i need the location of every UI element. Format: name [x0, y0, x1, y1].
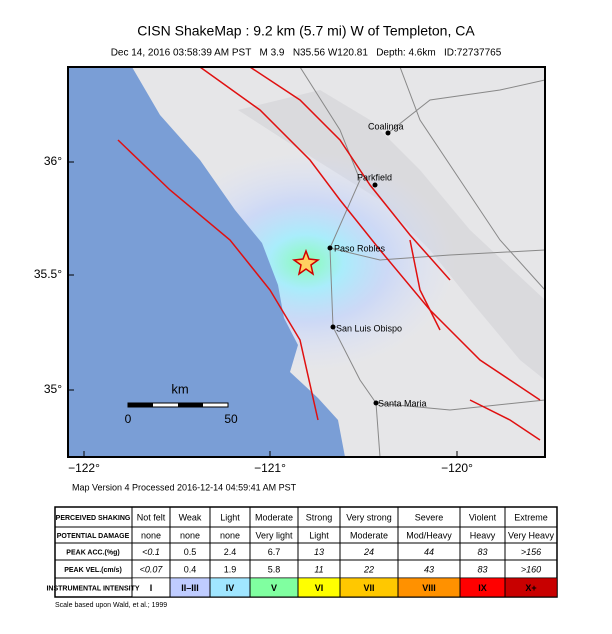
place-label: Parkfield: [357, 172, 392, 182]
table-cell: 2.4: [224, 547, 237, 557]
scale-bar-segment: [128, 403, 153, 407]
lat-label: 35.5°: [34, 267, 62, 281]
table-cell: >156: [521, 547, 541, 557]
table-cell: >160: [521, 564, 541, 574]
table-cell: 0.5: [184, 547, 197, 557]
table-cell: Strong: [306, 512, 333, 522]
table-cell: Light: [309, 530, 329, 540]
table-cell: 0.4: [184, 564, 197, 574]
table-cell: I: [150, 583, 153, 593]
table-cell: <0.07: [140, 564, 164, 574]
lon-label: −121°: [254, 461, 286, 475]
roads: [299, 67, 545, 457]
table-cell: none: [220, 530, 240, 540]
row-label: PEAK ACC.(%g): [66, 549, 119, 556]
table-cell: 6.7: [268, 547, 281, 557]
epicenter: [291, 248, 321, 276]
place-label: San Luis Obispo: [336, 323, 402, 333]
ocean: [68, 67, 345, 457]
table-cell: Weak: [179, 512, 202, 522]
scale-label: 50: [224, 412, 238, 426]
table-cell: 11: [314, 564, 323, 574]
row-label: INSTRUMENTAL INTENSITY: [46, 585, 139, 592]
table-cell: 13: [314, 547, 324, 557]
table-cell: Very light: [255, 530, 293, 540]
map-frame: [67, 66, 546, 458]
place-label: Santa Maria: [378, 398, 427, 408]
place-dot: [373, 400, 379, 406]
place-dot: [327, 245, 333, 251]
scale-bar: km 0 50: [125, 381, 238, 426]
scale-label: 0: [125, 412, 132, 426]
table-cell: <0.1: [142, 547, 160, 557]
intensity-table: Not felt Weak Light Moderate Strong Very stro…: [46, 506, 558, 598]
table-cell: Moderate: [350, 530, 388, 540]
table-cell: IV: [226, 583, 235, 593]
table-cell: Not felt: [137, 512, 166, 522]
table-cell: Very Heavy: [508, 530, 555, 540]
lon-label: −120°: [441, 461, 473, 475]
lat-label: 36°: [44, 154, 62, 168]
table-cell: Extreme: [514, 512, 548, 522]
table-cell: IX: [478, 583, 487, 593]
table-cell: II–III: [181, 583, 199, 593]
lon-label: −122°: [68, 461, 100, 475]
map-caption: Map Version 4 Processed 2016-12-14 04:59…: [72, 482, 297, 492]
table-cell: 5.8: [268, 564, 281, 574]
map: [68, 67, 545, 457]
place-dot: [330, 324, 336, 330]
table-cell: 83: [477, 547, 487, 557]
table-cell: 44: [424, 547, 434, 557]
table-cell: VI: [315, 583, 324, 593]
table-cell: none: [141, 530, 161, 540]
table-cell: Mod/Heavy: [406, 530, 452, 540]
table-cell: Very strong: [346, 512, 392, 522]
place-dot: [385, 130, 391, 136]
table-cell: X+: [525, 583, 536, 593]
place-label: Coalinga: [368, 121, 404, 131]
table-cell: VII: [363, 583, 374, 593]
title: CISN ShakeMap : 9.2 km (5.7 mi) W of Tem…: [137, 23, 475, 39]
table-cell: Severe: [415, 512, 444, 522]
lat-label: 35°: [44, 382, 62, 396]
table-cell: none: [180, 530, 200, 540]
table-cell: VIII: [422, 583, 436, 593]
table-cell: 83: [477, 564, 487, 574]
table-cell: Violent: [469, 512, 497, 522]
table-cell: 43: [424, 564, 434, 574]
table-cell: Heavy: [470, 530, 496, 540]
table-cell: Light: [220, 512, 240, 522]
faults: [117, 67, 541, 441]
place-label: Paso Robles: [334, 243, 386, 253]
row-label: POTENTIAL DAMAGE: [57, 533, 130, 540]
footnote: Scale based upon Wald, et al.; 1999: [55, 602, 167, 609]
table-cell: Moderate: [255, 512, 293, 522]
row-label: PERCEIVED SHAKING: [56, 515, 131, 522]
scale-title: km: [171, 381, 188, 396]
subtitle: Dec 14, 2016 03:58:39 AM PST M 3.9 N35.5…: [111, 48, 502, 59]
table-cell: 1.9: [224, 564, 237, 574]
table-cell: 22: [363, 564, 374, 574]
row-label: PEAK VEL.(cm/s): [64, 567, 122, 574]
place-dot: [372, 182, 378, 188]
table-cell: 24: [363, 547, 374, 557]
scale-bar-segment: [178, 403, 203, 407]
table-cell: V: [271, 583, 277, 593]
